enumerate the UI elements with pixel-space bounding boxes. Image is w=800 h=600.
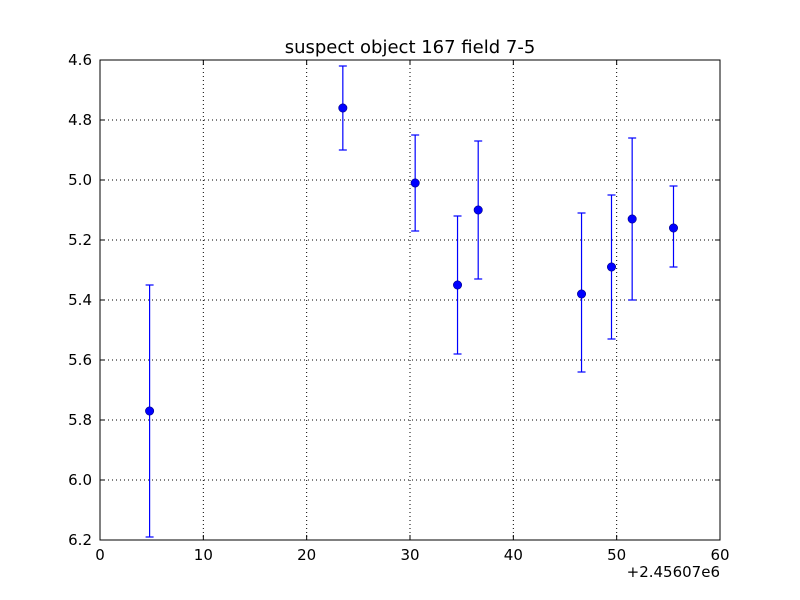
x-axis: 0 10 20 30 40 50 60 — [95, 60, 730, 564]
y-tick-label: 5.2 — [68, 231, 92, 249]
data-point — [453, 280, 463, 290]
y-tick-label: 6.2 — [68, 531, 92, 549]
data-point-group — [410, 134, 420, 232]
y-tick-label: 6.0 — [68, 471, 92, 489]
y-tick-label: 5.0 — [68, 171, 92, 189]
data-point — [145, 406, 155, 416]
data-point — [338, 103, 348, 113]
data-point — [410, 178, 420, 188]
y-tick-label: 4.8 — [68, 111, 92, 129]
data-point — [577, 289, 587, 299]
x-axis-offset-label: +2.45607e6 — [627, 563, 720, 581]
data-point-group — [577, 212, 587, 373]
y-tick-label: 5.4 — [68, 291, 92, 309]
y-tick-label: 5.8 — [68, 411, 92, 429]
grid — [100, 60, 720, 540]
x-tick-label: 50 — [607, 546, 626, 564]
y-tick-label: 4.6 — [68, 51, 92, 69]
data-point-group — [668, 185, 678, 268]
data-point-group — [145, 284, 155, 538]
data-point — [473, 205, 483, 215]
data-point-group — [338, 65, 348, 151]
y-axis: 4.6 4.8 5.0 5.2 5.4 5.6 5.8 6.0 6.2 — [68, 51, 720, 549]
x-tick-label: 40 — [504, 546, 523, 564]
data-point-group — [473, 140, 483, 280]
data-series — [145, 65, 678, 538]
data-point-group — [627, 137, 637, 301]
data-point — [606, 262, 616, 272]
data-point-group — [606, 194, 616, 340]
x-tick-label: 10 — [194, 546, 213, 564]
data-point-group — [453, 215, 463, 355]
x-tick-label: 0 — [95, 546, 105, 564]
y-tick-label: 5.6 — [68, 351, 92, 369]
data-point — [627, 214, 637, 224]
x-tick-label: 30 — [400, 546, 419, 564]
chart-title: suspect object 167 field 7-5 — [285, 37, 536, 58]
x-tick-label: 60 — [710, 546, 729, 564]
data-point — [668, 223, 678, 233]
x-tick-label: 20 — [297, 546, 316, 564]
